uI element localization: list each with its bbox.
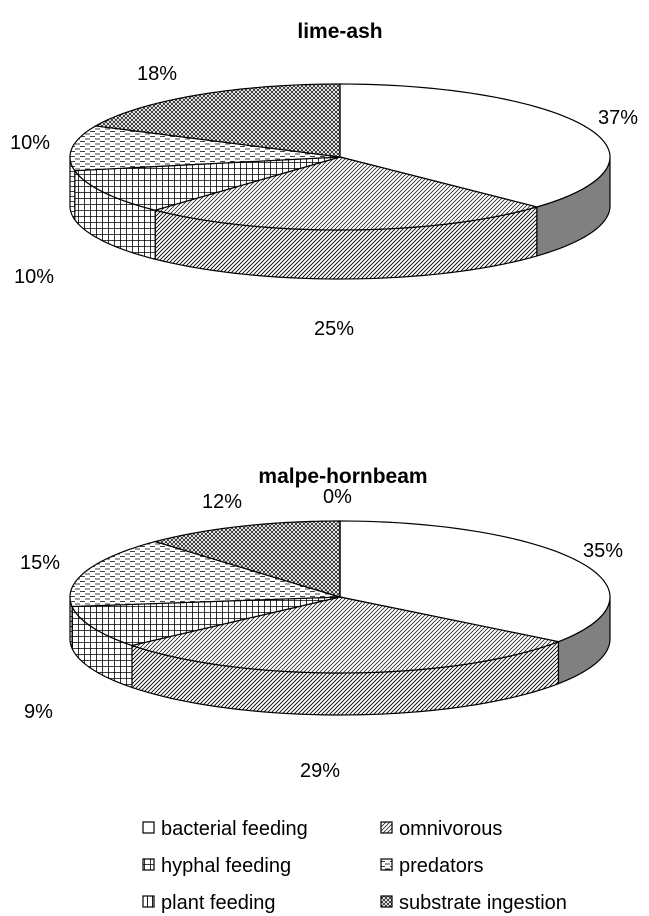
legend-label-predators: predators bbox=[399, 855, 484, 877]
legend-item-plant-feeding: plant feeding bbox=[142, 892, 276, 914]
slice-bacterial-feeding bbox=[339, 83, 611, 208]
slice-substrate-ingestion bbox=[93, 83, 341, 158]
slice-label-hyphal-feeding: 9% bbox=[24, 701, 53, 723]
legend-label-bacterial-feeding: bacterial feeding bbox=[161, 818, 308, 840]
legend-swatch-bacterial-feeding bbox=[142, 821, 155, 834]
legend-label-plant-feeding: plant feeding bbox=[161, 892, 276, 914]
legend-item-omnivorous: omnivorous bbox=[380, 818, 502, 840]
slice-omnivorous bbox=[129, 596, 561, 674]
legend: bacterial feeding omnivorous hyphal feed… bbox=[142, 818, 567, 914]
slice-label-bacterial-feeding: 37% bbox=[598, 107, 638, 129]
legend-swatch-hyphal-feeding bbox=[142, 858, 155, 871]
slice-label-bacterial-feeding: 35% bbox=[583, 540, 623, 562]
slice-substrate-ingestion bbox=[152, 520, 341, 598]
legend-item-substrate-ingestion: substrate ingestion bbox=[380, 892, 567, 914]
slice-label-predators: 15% bbox=[20, 552, 60, 574]
slice-label-omnivorous: 25% bbox=[314, 318, 354, 340]
legend-label-substrate-ingestion: substrate ingestion bbox=[399, 892, 567, 914]
slice-hyphal-feeding bbox=[71, 596, 341, 647]
legend-item-hyphal-feeding: hyphal feeding bbox=[142, 855, 291, 877]
legend-swatch-omnivorous bbox=[380, 821, 393, 834]
slice-label-hyphal-feeding: 10% bbox=[14, 266, 54, 288]
slice-omnivorous bbox=[152, 156, 540, 231]
chart-title-lime-ash: lime-ash bbox=[297, 20, 382, 43]
slice-bacterial-feeding bbox=[339, 520, 611, 643]
slice-label-substrate-ingestion: 18% bbox=[137, 63, 177, 85]
legend-swatch-predators bbox=[380, 858, 393, 871]
legend-label-hyphal-feeding: hyphal feeding bbox=[161, 855, 291, 877]
slice-predators bbox=[69, 540, 341, 608]
slice-label-omnivorous: 29% bbox=[300, 760, 340, 782]
legend-label-omnivorous: omnivorous bbox=[399, 818, 502, 840]
slice-hyphal-feeding bbox=[73, 156, 341, 211]
legend-swatch-substrate-ingestion bbox=[380, 895, 393, 908]
legend-swatch-plant-feeding bbox=[142, 895, 155, 908]
chart-title-malpe-hornbeam: malpe-hornbeam bbox=[258, 465, 427, 488]
slice-label-plant-feeding: 0% bbox=[323, 486, 352, 508]
slice-label-substrate-ingestion: 12% bbox=[202, 491, 242, 513]
pie-lime-ash: lime-ash 37% 25% 10% 10% 18% bbox=[10, 20, 638, 340]
slice-predators bbox=[69, 125, 341, 172]
slice-label-predators: 10% bbox=[10, 132, 50, 154]
legend-item-predators: predators bbox=[380, 855, 484, 877]
legend-item-bacterial-feeding: bacterial feeding bbox=[142, 818, 308, 840]
pie-malpe-hornbeam: malpe-hornbeam 35% 29% 9% 15% 12% 0% bbox=[20, 465, 623, 782]
